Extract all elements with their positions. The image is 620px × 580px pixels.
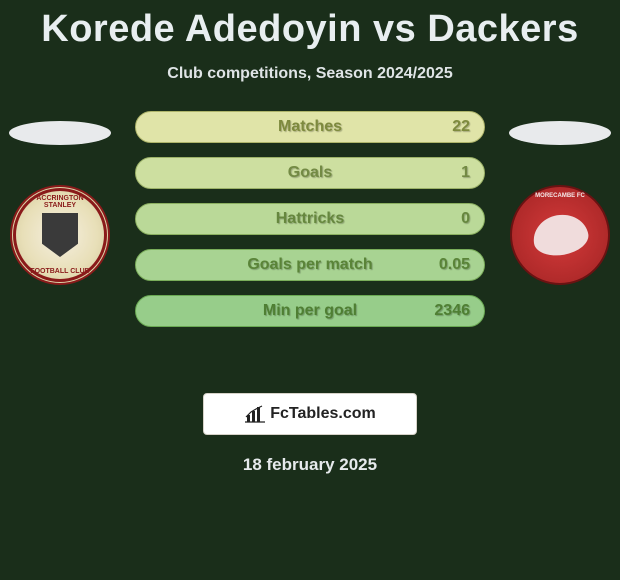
badge-left-text-bottom: FOOTBALL CLUB	[20, 268, 100, 275]
stat-value: 0	[461, 210, 470, 228]
player-left-avatar-placeholder	[9, 121, 111, 145]
player-right-avatar-placeholder	[509, 121, 611, 145]
stat-label: Goals	[288, 164, 332, 182]
crest-icon	[42, 213, 78, 257]
stat-row: Goals 1	[135, 157, 485, 189]
page-title: Korede Adedoyin vs Dackers	[0, 0, 620, 51]
player-left-column: ACCRINGTON STANLEY FOOTBALL CLUB	[0, 111, 120, 285]
brand-text: FcTables.com	[270, 405, 376, 423]
brand-box: FcTables.com	[203, 393, 417, 435]
comparison-panel: ACCRINGTON STANLEY FOOTBALL CLUB MORECAM…	[0, 111, 620, 371]
bar-chart-icon	[244, 405, 266, 423]
date-label: 18 february 2025	[0, 455, 620, 475]
stat-label: Goals per match	[247, 256, 372, 274]
stat-value: 22	[452, 118, 470, 136]
subtitle: Club competitions, Season 2024/2025	[0, 65, 620, 83]
stat-row: Matches 22	[135, 111, 485, 143]
player-right-column: MORECAMBE FC	[500, 111, 620, 285]
stat-value: 2346	[434, 302, 470, 320]
badge-left-text-top: ACCRINGTON STANLEY	[20, 195, 100, 209]
stat-row: Goals per match 0.05	[135, 249, 485, 281]
morecambe-badge: MORECAMBE FC	[510, 185, 610, 285]
stat-label: Min per goal	[263, 302, 357, 320]
stat-label: Hattricks	[276, 210, 344, 228]
stat-value: 0.05	[439, 256, 470, 274]
stat-label: Matches	[278, 118, 342, 136]
stats-list: Matches 22 Goals 1 Hattricks 0 Goals per match…	[135, 111, 485, 327]
shrimp-icon	[529, 211, 590, 260]
stat-row: Hattricks 0	[135, 203, 485, 235]
stat-row: Min per goal 2346	[135, 295, 485, 327]
accrington-stanley-badge: ACCRINGTON STANLEY FOOTBALL CLUB	[10, 185, 110, 285]
badge-right-text-top: MORECAMBE FC	[515, 193, 605, 199]
stat-value: 1	[461, 164, 470, 182]
